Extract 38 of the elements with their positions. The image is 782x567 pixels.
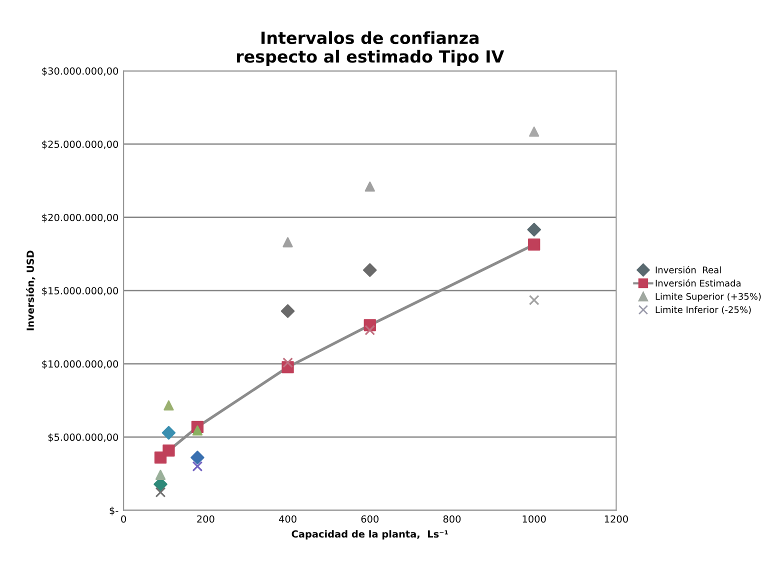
y-tick-label: $25.000.000,00 (42, 140, 118, 150)
y-tick-label: $30.000.000,00 (42, 67, 118, 76)
x-tick-label: 1200 (604, 515, 628, 523)
chart-title: Intervalos de confianza respecto al estimado Tipo IV (236, 31, 504, 66)
y-tick-label: $10.000.000,00 (42, 360, 118, 369)
x-tick-label: 0 (121, 515, 126, 523)
y-axis-title: Inversión, USD (26, 250, 36, 330)
point (155, 487, 166, 498)
y-tick-label: $- (110, 506, 118, 516)
point (280, 304, 295, 318)
legend-label: Limite Superior (+35%) (656, 292, 761, 302)
point (162, 426, 176, 440)
x-tick-label: 400 (278, 515, 296, 523)
y-tick-label: $15.000.000,00 (42, 286, 118, 296)
legend-label: Limite Inferior (-25%) (656, 306, 751, 314)
point (364, 182, 375, 192)
point (527, 222, 542, 237)
point (364, 324, 376, 336)
y-tick-label: $20.000.000,00 (42, 214, 118, 222)
point (282, 237, 293, 248)
y-tick-label: $5.000.000,00 (48, 433, 118, 442)
x-axis-title: Capacidad de la planta, Ls⁻¹ (292, 530, 448, 540)
point (162, 444, 175, 457)
x-tick-label: 1000 (522, 515, 546, 523)
point (164, 400, 174, 411)
point (190, 450, 204, 464)
x-tick-label: 800 (443, 515, 461, 523)
point (529, 126, 540, 137)
point (528, 238, 540, 251)
point (155, 470, 166, 480)
legend-label: Inversión Estimada (656, 279, 740, 287)
x-tick-label: 200 (197, 515, 214, 523)
x-tick-label: 600 (361, 515, 379, 523)
legend-label: Inversión Real (656, 266, 721, 274)
point (192, 425, 203, 436)
point (282, 357, 294, 368)
point (192, 461, 203, 472)
point (362, 263, 377, 277)
